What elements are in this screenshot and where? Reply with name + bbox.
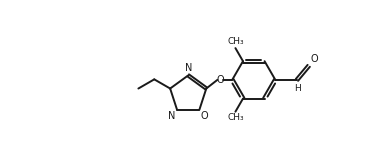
- Text: N: N: [185, 63, 192, 73]
- Text: O: O: [200, 111, 208, 121]
- Text: CH₃: CH₃: [227, 37, 244, 46]
- Text: O: O: [311, 54, 318, 64]
- Text: H: H: [294, 84, 301, 93]
- Text: O: O: [217, 75, 224, 85]
- Text: CH₃: CH₃: [227, 113, 244, 122]
- Text: N: N: [168, 111, 175, 121]
